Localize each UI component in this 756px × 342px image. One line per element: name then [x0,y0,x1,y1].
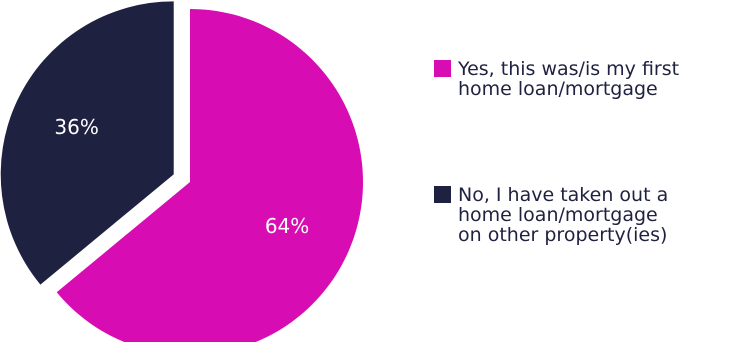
legend-label-line: Yes, this was/is my first [457,58,679,80]
pie-slice-labels: 64% 36% [54,115,309,238]
legend-label-line: on other property(ies) [458,224,667,246]
slice-value-label: 36% [54,115,98,139]
pie-slice-other-property [0,1,174,285]
pie-slices [0,1,364,342]
legend-label-line: No, I have taken out a [458,184,668,206]
legend-label-line: home loan/mortgage [458,204,658,226]
legend-label-line: home loan/mortgage [458,78,658,100]
slice-value-label: 64% [265,214,309,238]
legend-swatch [434,186,451,203]
pie-slice-first-home-loan [56,9,364,342]
legend-swatch [434,60,451,77]
